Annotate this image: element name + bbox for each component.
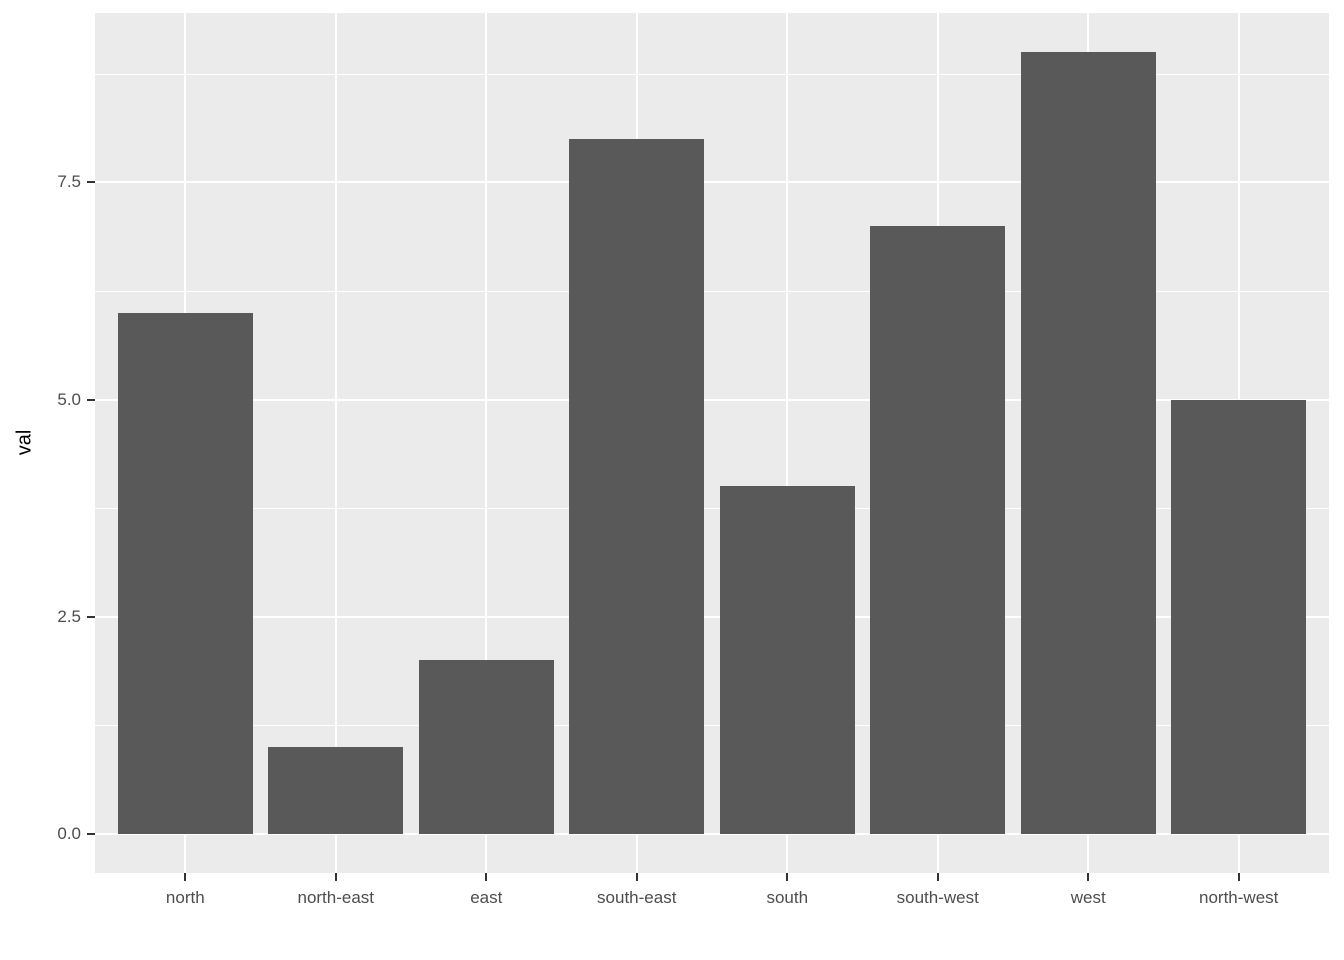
x-tick-mark <box>936 873 939 881</box>
vertical-gridline <box>334 13 337 873</box>
major-gridline <box>95 615 1329 618</box>
y-tick-mark <box>87 615 95 618</box>
major-gridline <box>95 832 1329 835</box>
bar-east <box>418 660 554 834</box>
y-tick-label: 5.0 <box>57 389 81 409</box>
y-tick-mark <box>87 398 95 401</box>
vertical-gridline <box>786 13 789 873</box>
major-gridline <box>95 398 1329 401</box>
x-tick-mark <box>485 873 488 881</box>
x-tick-mark <box>184 873 187 881</box>
bar-north-east <box>268 747 404 834</box>
y-tick-mark <box>87 181 95 184</box>
bar-south-west <box>870 225 1006 834</box>
y-axis-title: val <box>13 429 36 456</box>
bar-south <box>719 486 855 834</box>
y-tick-label: 0.0 <box>57 823 81 843</box>
x-tick-label-south: south <box>766 888 809 907</box>
x-tick-mark <box>334 873 337 881</box>
x-tick-label-north: north <box>165 888 205 907</box>
bar-west <box>1020 52 1156 834</box>
bar-north <box>117 312 253 834</box>
x-tick-label-east: east <box>470 888 503 907</box>
y-tick-label: 2.5 <box>57 606 81 626</box>
x-tick-mark <box>1087 873 1090 881</box>
x-tick-label-north-east: north-east <box>297 888 375 907</box>
x-tick-mark <box>786 873 789 881</box>
bar-south-east <box>569 138 705 834</box>
major-gridline <box>95 181 1329 184</box>
minor-gridline <box>95 725 1329 727</box>
bar-north-west <box>1171 399 1307 834</box>
y-tick-label: 7.5 <box>57 172 81 192</box>
minor-gridline <box>95 73 1329 75</box>
x-tick-label-north-west: north-west <box>1199 888 1279 907</box>
x-tick-mark <box>1237 873 1240 881</box>
minor-gridline <box>95 508 1329 510</box>
x-tick-label-south-west: south-west <box>896 888 979 907</box>
vertical-gridline <box>485 13 488 873</box>
y-tick-mark <box>87 832 95 835</box>
plot-panel <box>95 13 1329 873</box>
x-tick-mark <box>635 873 638 881</box>
minor-gridline <box>95 290 1329 292</box>
x-tick-label-west: west <box>1070 888 1106 907</box>
x-tick-label-south-east: south-east <box>597 888 677 907</box>
